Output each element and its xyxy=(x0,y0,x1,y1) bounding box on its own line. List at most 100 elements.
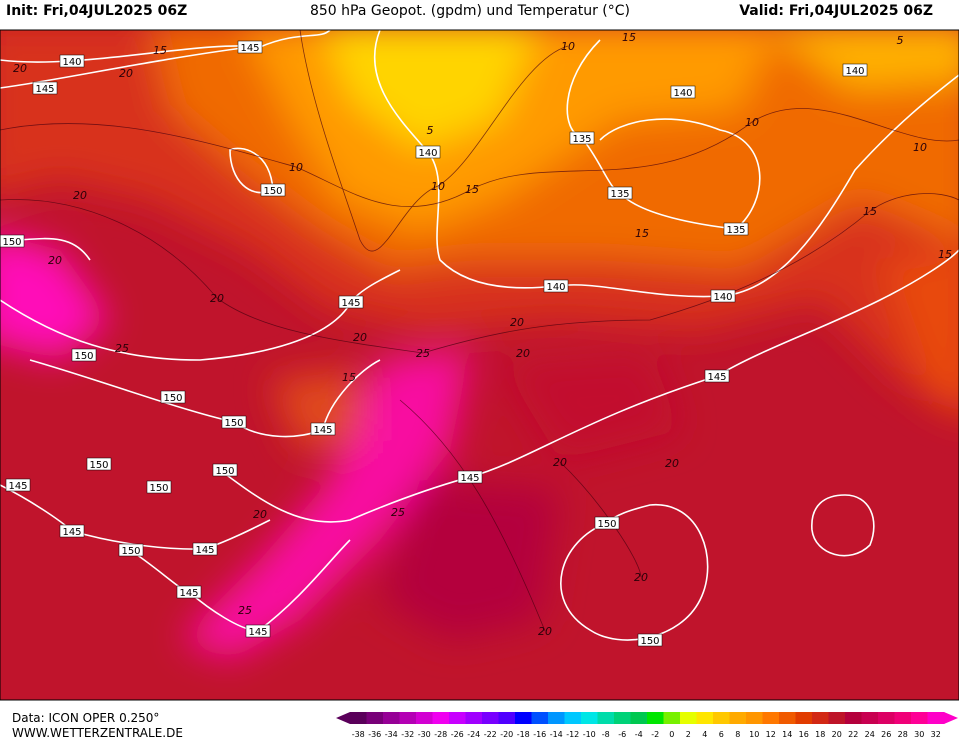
geopotential-label-box xyxy=(71,348,97,362)
temperature-label: 20 xyxy=(510,316,524,329)
geopotential-label: 140 xyxy=(713,292,732,303)
geopotential-label: 145 xyxy=(35,84,54,95)
geopotential-label-box xyxy=(118,543,144,557)
geopotential-label-box xyxy=(146,480,172,494)
temperature-label: 15 xyxy=(153,44,167,57)
legend-swatch xyxy=(432,712,450,724)
legend-swatch xyxy=(597,712,615,724)
legend-tick-label: 30 xyxy=(914,730,924,739)
legend-tick-label: -8 xyxy=(602,730,610,739)
geopotential-label-box xyxy=(86,457,112,471)
legend-swatch xyxy=(729,712,747,724)
geopotential-label-box xyxy=(637,633,663,647)
temperature-label: 15 xyxy=(622,31,636,44)
temperature-label: 15 xyxy=(465,183,479,196)
temperature-label: 5 xyxy=(897,34,904,47)
temperature-label: 20 xyxy=(119,67,133,80)
legend-tick-label: 18 xyxy=(815,730,825,739)
temperature-label: 20 xyxy=(253,508,267,521)
geopotential-label: 145 xyxy=(8,481,27,492)
legend-tick-label: -6 xyxy=(618,730,626,739)
geopotential-label-box xyxy=(338,295,364,309)
temperature-label: 15 xyxy=(863,205,877,218)
temperature-label: 20 xyxy=(48,254,62,267)
legend-tick-label: -34 xyxy=(385,730,398,739)
legend-swatch xyxy=(795,712,813,724)
legend-tick-label: -18 xyxy=(517,730,530,739)
legend-swatch xyxy=(878,712,895,724)
geopotential-label-box xyxy=(0,234,25,248)
legend-tick-label: 6 xyxy=(719,730,724,739)
temperature-label: 20 xyxy=(210,292,224,305)
contour-labels: 145 140 145 140 140 135 140 150 135 135 150 140 140 1… xyxy=(0,31,952,647)
valid-time: Valid: Fri,04JUL2025 06Z xyxy=(739,3,933,19)
legend-swatch xyxy=(614,712,631,724)
geopotential-label-box xyxy=(457,470,483,484)
geopotential-label: 145 xyxy=(248,627,267,638)
geopotential-label: 140 xyxy=(546,282,565,293)
legend-swatch xyxy=(515,712,532,724)
temperature-label: 20 xyxy=(538,625,552,638)
geopotential-label: 145 xyxy=(460,473,479,484)
legend-swatch xyxy=(647,712,664,724)
color-legend: -38 -36 -34 -32 -30 -28 -26 -24 -22 -20 -18 -16 -14-… xyxy=(336,712,958,739)
temperature-label: 25 xyxy=(391,506,405,519)
legend-swatch xyxy=(564,712,582,724)
legend-swatch xyxy=(927,712,945,724)
legend-swatch xyxy=(399,712,417,724)
temperature-label: 20 xyxy=(13,62,27,75)
geopotential-label: 140 xyxy=(673,88,692,99)
geopotential-label-box xyxy=(260,183,286,197)
legend-tick-label: -30 xyxy=(418,730,431,739)
geopotential-label-box xyxy=(176,585,202,599)
legend-swatch xyxy=(449,712,466,724)
legend-swatch xyxy=(366,712,384,724)
data-source: Data: ICON OPER 0.250° xyxy=(12,711,159,725)
geopotential-label-box xyxy=(594,516,620,530)
legend-tick-label: 16 xyxy=(799,730,809,739)
temperature-label: 10 xyxy=(561,40,575,53)
legend-swatch xyxy=(482,712,499,724)
temperature-label: 10 xyxy=(745,116,759,129)
legend-swatch xyxy=(696,712,714,724)
temperature-label: 5 xyxy=(427,124,434,137)
legend-arrow-low xyxy=(336,712,350,724)
temperature-label: 20 xyxy=(553,456,567,469)
legend-swatch xyxy=(762,712,780,724)
legend-tick-label: 2 xyxy=(686,730,691,739)
geopotential-label: 140 xyxy=(418,148,437,159)
temperature-label: 15 xyxy=(938,248,952,261)
geopotential-label-box xyxy=(415,145,441,159)
geopotential-label: 150 xyxy=(597,519,616,530)
legend-swatch xyxy=(812,712,829,724)
geopotential-label-box xyxy=(723,222,749,236)
legend-swatch xyxy=(713,712,730,724)
map-title: 850 hPa Geopot. (gpdm) und Temperatur (°… xyxy=(310,3,630,19)
temperature-label: 25 xyxy=(416,347,430,360)
legend-tick-label: -36 xyxy=(368,730,381,739)
geopotential-label-box xyxy=(310,422,336,436)
geopotential-label: 145 xyxy=(62,527,81,538)
geopotential-label-box xyxy=(160,390,186,404)
legend-swatch xyxy=(498,712,516,724)
geopotential-label-box xyxy=(670,85,696,99)
geopotential-label: 145 xyxy=(707,372,726,383)
geopotential-label: 135 xyxy=(726,225,745,236)
legend-tick-label: -22 xyxy=(484,730,497,739)
legend-swatch xyxy=(383,712,400,724)
legend-tick-label: 0 xyxy=(669,730,674,739)
legend-tick-label: -38 xyxy=(352,730,365,739)
legend-swatch xyxy=(350,712,367,724)
legend-tick-label: 20 xyxy=(832,730,842,739)
geopotential-label-box xyxy=(237,40,263,54)
geopotential-label: 140 xyxy=(845,66,864,77)
legend-swatch xyxy=(845,712,862,724)
legend-tick-label: -2 xyxy=(651,730,659,739)
legend-swatch xyxy=(894,712,912,724)
temperature-label: 15 xyxy=(342,371,356,384)
legend-tick-label: 12 xyxy=(766,730,776,739)
legend-swatch xyxy=(548,712,565,724)
legend-swatch xyxy=(746,712,763,724)
legend-tick-label: 4 xyxy=(702,730,707,739)
legend-swatch xyxy=(680,712,697,724)
